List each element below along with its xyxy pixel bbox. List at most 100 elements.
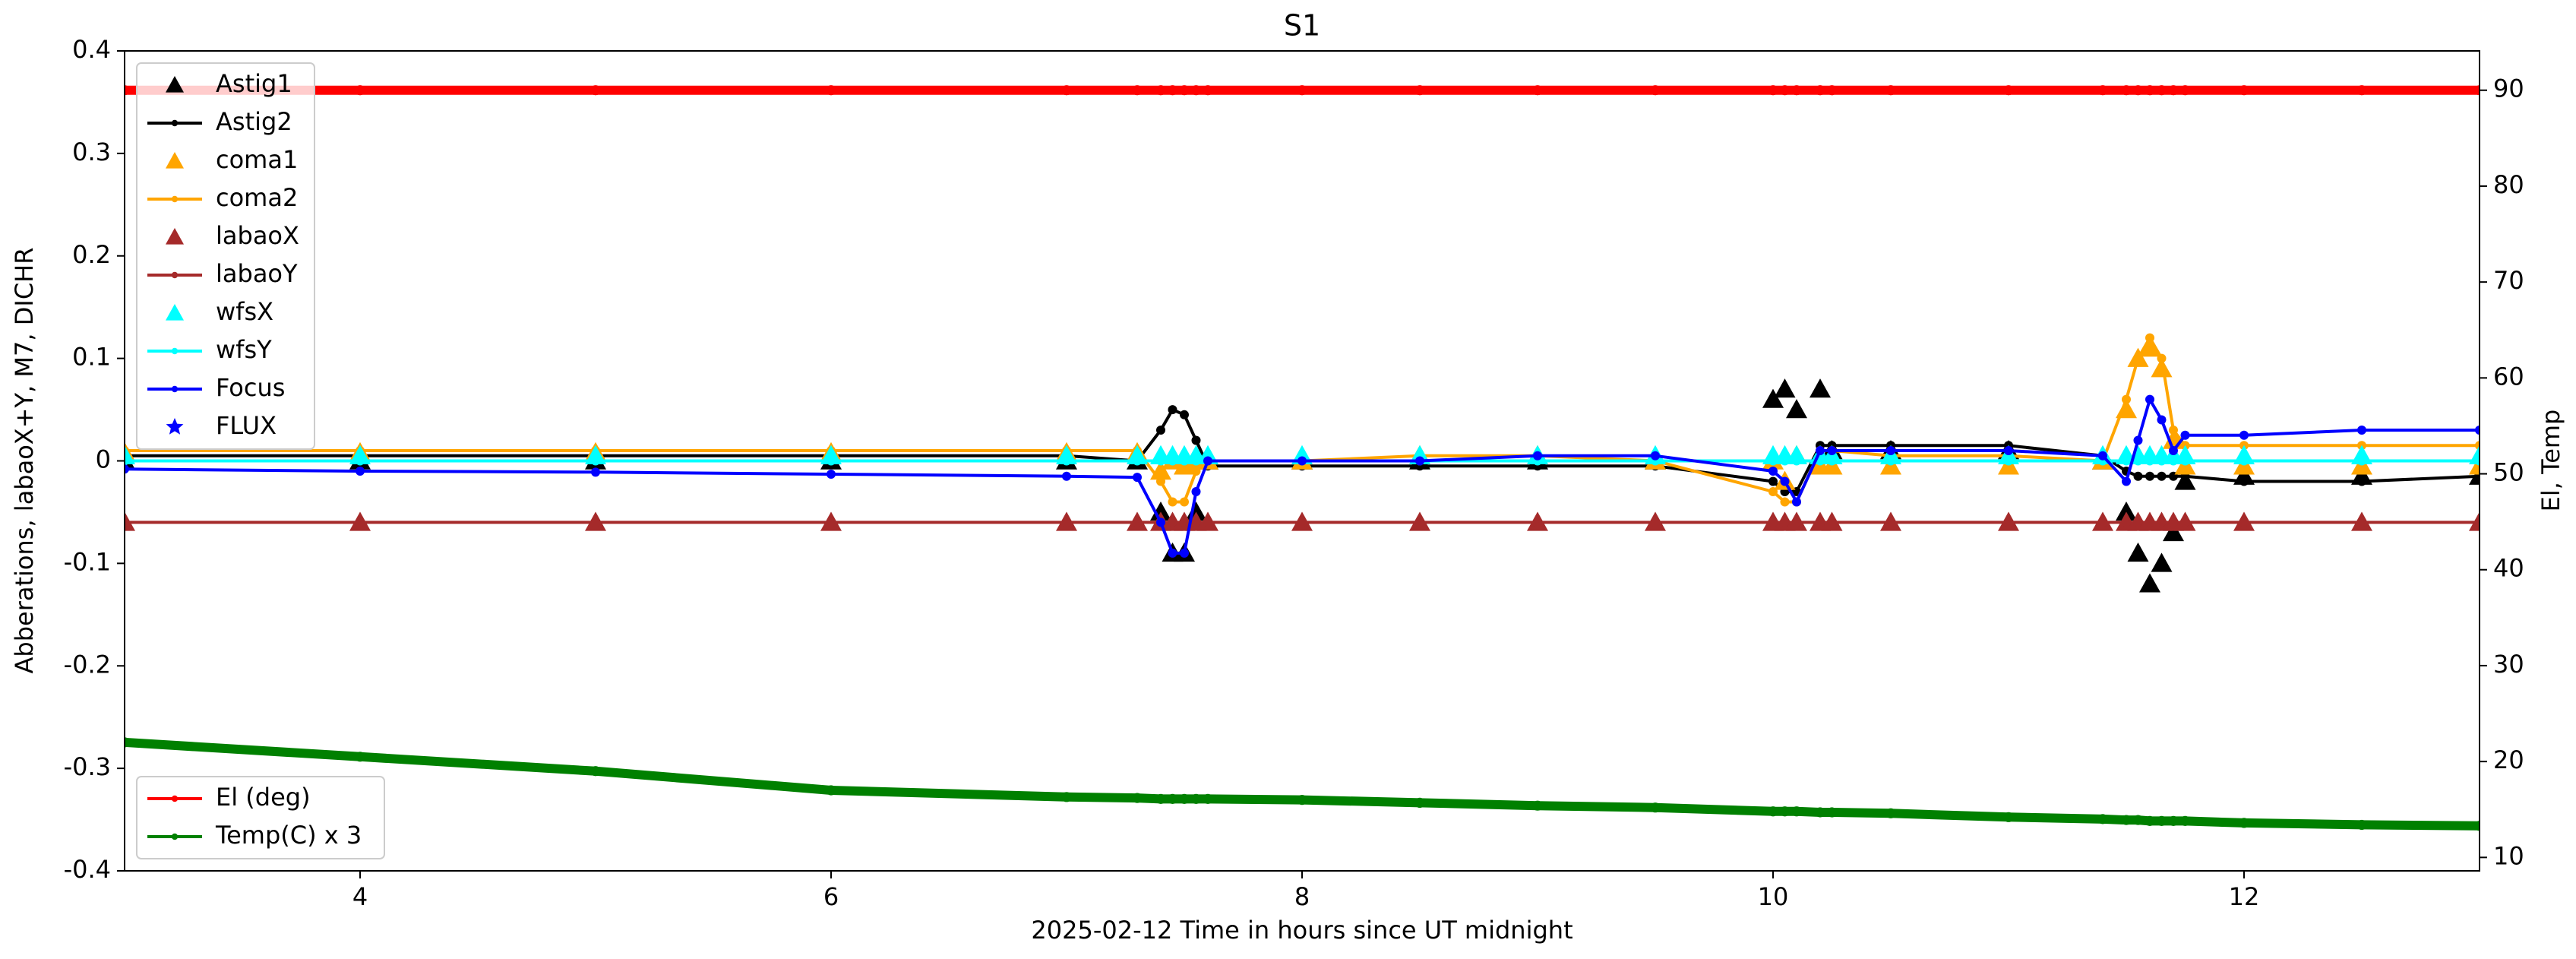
marker xyxy=(1780,456,1790,466)
marker xyxy=(2133,435,2143,445)
marker xyxy=(1768,456,1778,466)
marker xyxy=(1886,456,1895,466)
marker xyxy=(2156,85,2167,96)
marker xyxy=(1415,456,1424,466)
marker xyxy=(1297,517,1307,527)
marker xyxy=(1768,466,1778,476)
marker xyxy=(826,85,836,96)
marker xyxy=(1191,466,1201,476)
y-tick-label: -0.4 xyxy=(64,855,111,884)
marker xyxy=(2157,456,2167,466)
marker xyxy=(1190,85,1202,96)
marker xyxy=(2163,521,2184,542)
marker xyxy=(2179,85,2191,96)
marker xyxy=(1816,517,1825,527)
marker xyxy=(1062,471,1071,481)
marker xyxy=(2133,456,2143,466)
marker xyxy=(591,456,600,466)
marker xyxy=(826,785,836,796)
legend-label: coma1 xyxy=(216,145,298,174)
marker xyxy=(1168,517,1177,527)
y2-tick-label: 10 xyxy=(2493,841,2524,870)
marker xyxy=(2157,471,2167,481)
marker xyxy=(2098,451,2107,461)
marker xyxy=(2133,517,2143,527)
y2-tick-label: 60 xyxy=(2493,362,2524,391)
marker xyxy=(1815,85,1825,96)
marker xyxy=(1062,517,1071,527)
marker xyxy=(1651,517,1660,527)
marker xyxy=(1180,497,1189,507)
marker xyxy=(1415,517,1424,527)
marker xyxy=(2145,456,2154,466)
marker xyxy=(2180,456,2190,466)
marker xyxy=(1827,456,1837,466)
marker xyxy=(2121,815,2132,825)
marker xyxy=(2169,446,2178,456)
marker xyxy=(1533,451,1542,461)
marker xyxy=(2239,456,2249,466)
marker xyxy=(1791,806,1802,817)
marker xyxy=(2116,501,2137,521)
marker xyxy=(590,766,601,777)
marker xyxy=(2097,814,2108,824)
y-tick-label: 0.4 xyxy=(72,35,111,64)
marker xyxy=(1155,793,1166,804)
marker xyxy=(2356,819,2367,831)
marker xyxy=(2157,517,2167,527)
marker xyxy=(1762,388,1784,408)
marker xyxy=(1651,451,1660,461)
marker xyxy=(356,517,365,527)
marker xyxy=(1650,802,1661,813)
marker xyxy=(1167,793,1178,804)
marker xyxy=(1297,456,1307,466)
marker xyxy=(2357,517,2366,527)
marker xyxy=(591,467,600,477)
marker xyxy=(171,385,179,393)
marker xyxy=(356,466,365,476)
marker xyxy=(166,228,184,245)
marker xyxy=(2357,476,2366,486)
marker xyxy=(2122,517,2131,527)
marker xyxy=(2357,456,2366,466)
marker xyxy=(1791,85,1802,96)
chart-title: S1 xyxy=(1284,9,1320,43)
marker xyxy=(2169,517,2178,527)
marker xyxy=(166,304,184,321)
y-tick-label: 0.2 xyxy=(72,240,111,269)
marker xyxy=(2004,517,2013,527)
marker xyxy=(1533,517,1542,527)
marker xyxy=(2003,85,2014,96)
marker xyxy=(2180,517,2190,527)
marker xyxy=(1650,85,1661,96)
x-tick-label: 12 xyxy=(2229,882,2260,911)
marker xyxy=(1203,85,1213,96)
marker xyxy=(2098,517,2107,527)
marker xyxy=(1203,456,1212,466)
marker xyxy=(2179,815,2191,826)
marker xyxy=(1167,85,1178,96)
y2-tick-label: 90 xyxy=(2493,74,2524,103)
marker xyxy=(2239,85,2249,96)
y2-tick-label: 30 xyxy=(2493,650,2524,679)
marker xyxy=(1062,456,1071,466)
marker xyxy=(1191,517,1201,527)
marker xyxy=(2151,552,2173,572)
marker xyxy=(1156,426,1165,435)
marker xyxy=(2145,471,2154,481)
marker xyxy=(1190,793,1202,804)
marker xyxy=(171,795,179,802)
marker xyxy=(1768,476,1778,486)
marker xyxy=(2157,353,2167,363)
marker xyxy=(1816,446,1825,456)
marker xyxy=(1532,800,1543,811)
marker xyxy=(166,152,184,169)
y-tick-label: -0.2 xyxy=(64,650,111,679)
marker xyxy=(2156,815,2167,826)
marker xyxy=(1133,517,1142,527)
marker xyxy=(1886,446,1895,456)
marker xyxy=(1156,456,1165,466)
marker xyxy=(1780,476,1790,486)
marker xyxy=(591,517,600,527)
marker xyxy=(355,85,365,96)
